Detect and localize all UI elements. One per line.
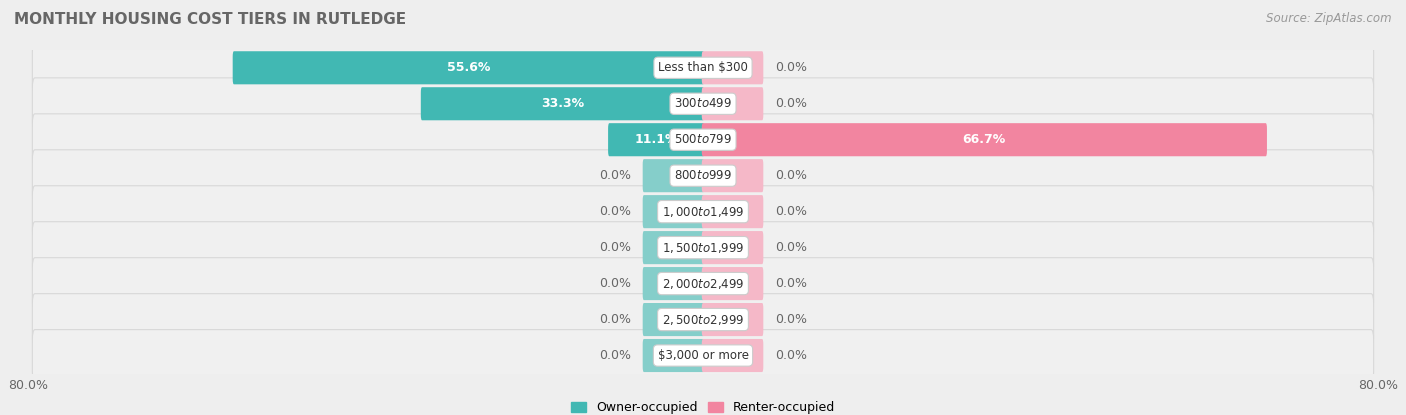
FancyBboxPatch shape [702, 267, 763, 300]
FancyBboxPatch shape [609, 123, 704, 156]
FancyBboxPatch shape [32, 186, 1374, 237]
FancyBboxPatch shape [702, 231, 763, 264]
Text: 0.0%: 0.0% [599, 313, 631, 326]
Text: $1,500 to $1,999: $1,500 to $1,999 [662, 241, 744, 255]
Text: $500 to $799: $500 to $799 [673, 133, 733, 146]
FancyBboxPatch shape [702, 195, 763, 228]
Text: 0.0%: 0.0% [775, 313, 807, 326]
Text: Source: ZipAtlas.com: Source: ZipAtlas.com [1267, 12, 1392, 25]
Text: 0.0%: 0.0% [599, 205, 631, 218]
FancyBboxPatch shape [32, 114, 1374, 166]
Text: $2,000 to $2,499: $2,000 to $2,499 [662, 276, 744, 290]
FancyBboxPatch shape [702, 303, 763, 336]
Text: 0.0%: 0.0% [775, 277, 807, 290]
Text: 0.0%: 0.0% [599, 169, 631, 182]
Text: 33.3%: 33.3% [541, 97, 583, 110]
FancyBboxPatch shape [643, 159, 704, 192]
Text: 0.0%: 0.0% [599, 241, 631, 254]
FancyBboxPatch shape [32, 42, 1374, 94]
FancyBboxPatch shape [643, 303, 704, 336]
FancyBboxPatch shape [32, 258, 1374, 310]
Text: Less than $300: Less than $300 [658, 61, 748, 74]
Text: 0.0%: 0.0% [599, 277, 631, 290]
FancyBboxPatch shape [420, 87, 704, 120]
Text: 0.0%: 0.0% [775, 241, 807, 254]
Text: 0.0%: 0.0% [775, 205, 807, 218]
FancyBboxPatch shape [32, 222, 1374, 273]
FancyBboxPatch shape [32, 150, 1374, 202]
FancyBboxPatch shape [643, 231, 704, 264]
Text: MONTHLY HOUSING COST TIERS IN RUTLEDGE: MONTHLY HOUSING COST TIERS IN RUTLEDGE [14, 12, 406, 27]
Text: $2,500 to $2,999: $2,500 to $2,999 [662, 312, 744, 327]
Text: 0.0%: 0.0% [775, 169, 807, 182]
FancyBboxPatch shape [702, 159, 763, 192]
Legend: Owner-occupied, Renter-occupied: Owner-occupied, Renter-occupied [567, 396, 839, 415]
Text: 0.0%: 0.0% [775, 61, 807, 74]
Text: 66.7%: 66.7% [963, 133, 1005, 146]
Text: 0.0%: 0.0% [775, 349, 807, 362]
Text: $300 to $499: $300 to $499 [673, 97, 733, 110]
Text: $1,000 to $1,499: $1,000 to $1,499 [662, 205, 744, 219]
Text: 55.6%: 55.6% [447, 61, 491, 74]
Text: $3,000 or more: $3,000 or more [658, 349, 748, 362]
Text: 0.0%: 0.0% [599, 349, 631, 362]
FancyBboxPatch shape [702, 87, 763, 120]
Text: $800 to $999: $800 to $999 [673, 169, 733, 182]
FancyBboxPatch shape [643, 339, 704, 372]
FancyBboxPatch shape [32, 330, 1374, 381]
Text: 11.1%: 11.1% [634, 133, 678, 146]
FancyBboxPatch shape [233, 51, 704, 84]
FancyBboxPatch shape [643, 267, 704, 300]
FancyBboxPatch shape [702, 339, 763, 372]
Text: 0.0%: 0.0% [775, 97, 807, 110]
FancyBboxPatch shape [702, 123, 1267, 156]
FancyBboxPatch shape [702, 51, 763, 84]
FancyBboxPatch shape [32, 78, 1374, 129]
FancyBboxPatch shape [643, 195, 704, 228]
FancyBboxPatch shape [32, 294, 1374, 345]
